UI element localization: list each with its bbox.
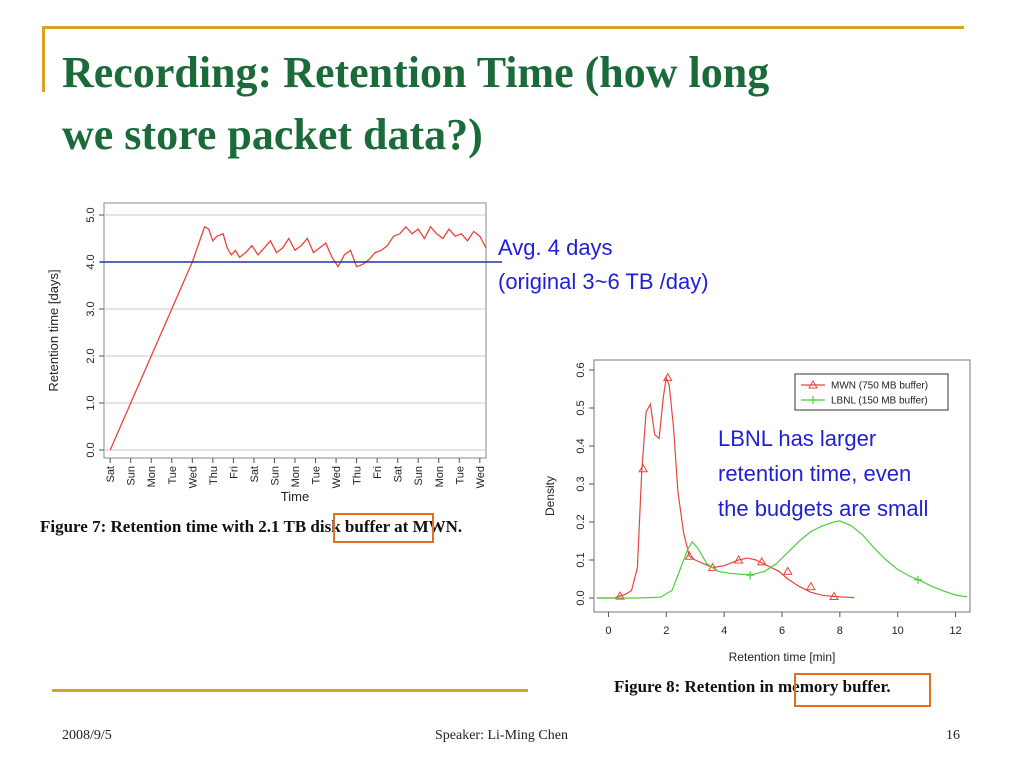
- x-axis-label: Time: [281, 489, 309, 504]
- plot-frame: [103, 202, 487, 459]
- mwn-triangle-marker: [829, 591, 839, 600]
- mwn-triangle-marker: [615, 591, 625, 600]
- footer-date: 2008/9/5: [62, 728, 112, 743]
- mwn-triangle-marker: [638, 463, 649, 473]
- bottom-accent-line: [52, 689, 528, 692]
- lbnl-note: LBNL has larger retention time, even the…: [718, 421, 928, 526]
- y-tick-label: 0.2: [575, 514, 587, 529]
- y-tick-label: 0.0: [85, 442, 97, 457]
- title-accent-bar: [42, 26, 45, 92]
- lbnl-plus-marker: [746, 571, 755, 580]
- y-tick-label: 0.6: [575, 362, 587, 377]
- y-tick-label: 3.0: [85, 301, 97, 316]
- top-accent-line: [42, 26, 964, 29]
- title-line-2: we store packet data?): [62, 110, 483, 159]
- lbnl-plus-marker: [913, 575, 922, 584]
- y-tick-label: 4.0: [85, 254, 97, 269]
- x-tick-label: 2: [663, 625, 669, 637]
- y-tick-label: 2.0: [85, 348, 97, 363]
- y-tick-label: 0.3: [575, 476, 587, 491]
- mwn-triangle-marker: [733, 554, 744, 564]
- avg-note-line-2: (original 3~6 TB /day): [498, 269, 709, 294]
- x-tick-label: 6: [779, 625, 785, 637]
- x-tick-label: Wed: [331, 466, 343, 488]
- x-tick-label: Thu: [208, 466, 220, 485]
- x-tick-label: 8: [837, 625, 843, 637]
- legend-mwn-marker: [808, 379, 818, 389]
- y-tick-label: 0.1: [575, 552, 587, 567]
- x-tick-label: Fri: [372, 466, 384, 479]
- x-tick-label: Mon: [146, 466, 158, 487]
- mwn-triangle-marker: [806, 581, 816, 591]
- y-tick-label: 0.4: [575, 438, 587, 453]
- footer-speaker: Speaker: Li-Ming Chen: [435, 728, 568, 743]
- x-tick-label: Tue: [454, 466, 466, 485]
- legend-box: [794, 373, 949, 411]
- memory-buffer-highlight: [794, 673, 931, 707]
- x-tick-label: Fri: [228, 466, 240, 479]
- x-tick-label: Sun: [126, 466, 138, 486]
- x-tick-label: 10: [892, 625, 904, 637]
- mwn-series-line: [596, 375, 855, 599]
- x-tick-label: 0: [605, 625, 611, 637]
- x-tick-label: Sun: [269, 466, 281, 486]
- mwn-triangle-marker: [684, 551, 695, 560]
- lbnl-note-line-3: the budgets are small: [718, 496, 929, 521]
- x-tick-label: Wed: [187, 466, 199, 488]
- slide-title: Recording: Retention Time (how long we s…: [62, 42, 992, 166]
- x-tick-label: Wed: [475, 466, 487, 488]
- legend-lbnl-marker: [809, 396, 817, 404]
- y-axis-label: Density: [543, 476, 557, 516]
- lbnl-series-line: [596, 520, 968, 599]
- y-tick-label: 1.0: [85, 395, 97, 410]
- avg-days-note: Avg. 4 days (original 3~6 TB /day): [498, 231, 709, 299]
- x-tick-label: 12: [949, 625, 961, 637]
- mwn-triangle-marker: [782, 566, 793, 575]
- figure-7-caption: Figure 7: Retention time with 2.1 TB dis…: [40, 517, 463, 536]
- retention-series-line: [109, 225, 487, 451]
- page-number: 16: [946, 728, 960, 743]
- lbnl-note-line-2: retention time, even: [718, 461, 912, 486]
- y-axis-label: Retention time [days]: [46, 269, 61, 391]
- x-tick-label: Sat: [393, 466, 405, 483]
- disk-buffer-highlight: [333, 513, 434, 543]
- y-tick-label: 5.0: [85, 207, 97, 222]
- retention-time-chart: 0.0 1.0 2.0 3.0 4.0 5.0 Sat Sun Mon Tue Wed Thu Fri S…: [46, 202, 502, 504]
- title-line-1: Recording: Retention Time (how long: [62, 48, 770, 97]
- mwn-triangle-marker: [662, 372, 673, 382]
- legend-lbnl-label: LBNL (150 MB buffer): [831, 396, 928, 407]
- y-tick-label: 0.5: [575, 400, 587, 415]
- avg-note-line-1: Avg. 4 days: [498, 235, 613, 260]
- x-tick-label: Sat: [249, 466, 261, 483]
- x-tick-label: Sun: [413, 466, 425, 486]
- figure-8-caption: Figure 8: Retention in memory buffer.: [614, 677, 891, 696]
- x-axis-label: Retention time [min]: [729, 650, 836, 664]
- mwn-triangle-marker: [756, 556, 767, 566]
- x-tick-label: Thu: [352, 466, 364, 485]
- x-tick-label: Tue: [311, 466, 323, 485]
- x-tick-label: 4: [721, 625, 727, 637]
- y-tick-label: 0.0: [575, 590, 587, 605]
- density-chart: 0.0 0.1 0.2 0.3 0.4 0.5 0.6 0 2 4 6 8 10 12 Retention …: [543, 359, 971, 664]
- x-tick-label: Tue: [167, 466, 179, 485]
- x-tick-label: Mon: [290, 466, 302, 487]
- legend-mwn-label: MWN (750 MB buffer): [831, 381, 928, 392]
- mwn-triangle-marker: [707, 562, 718, 572]
- lbnl-note-line-1: LBNL has larger: [718, 426, 877, 451]
- x-tick-label: Mon: [434, 466, 446, 487]
- x-tick-label: Sat: [105, 466, 117, 483]
